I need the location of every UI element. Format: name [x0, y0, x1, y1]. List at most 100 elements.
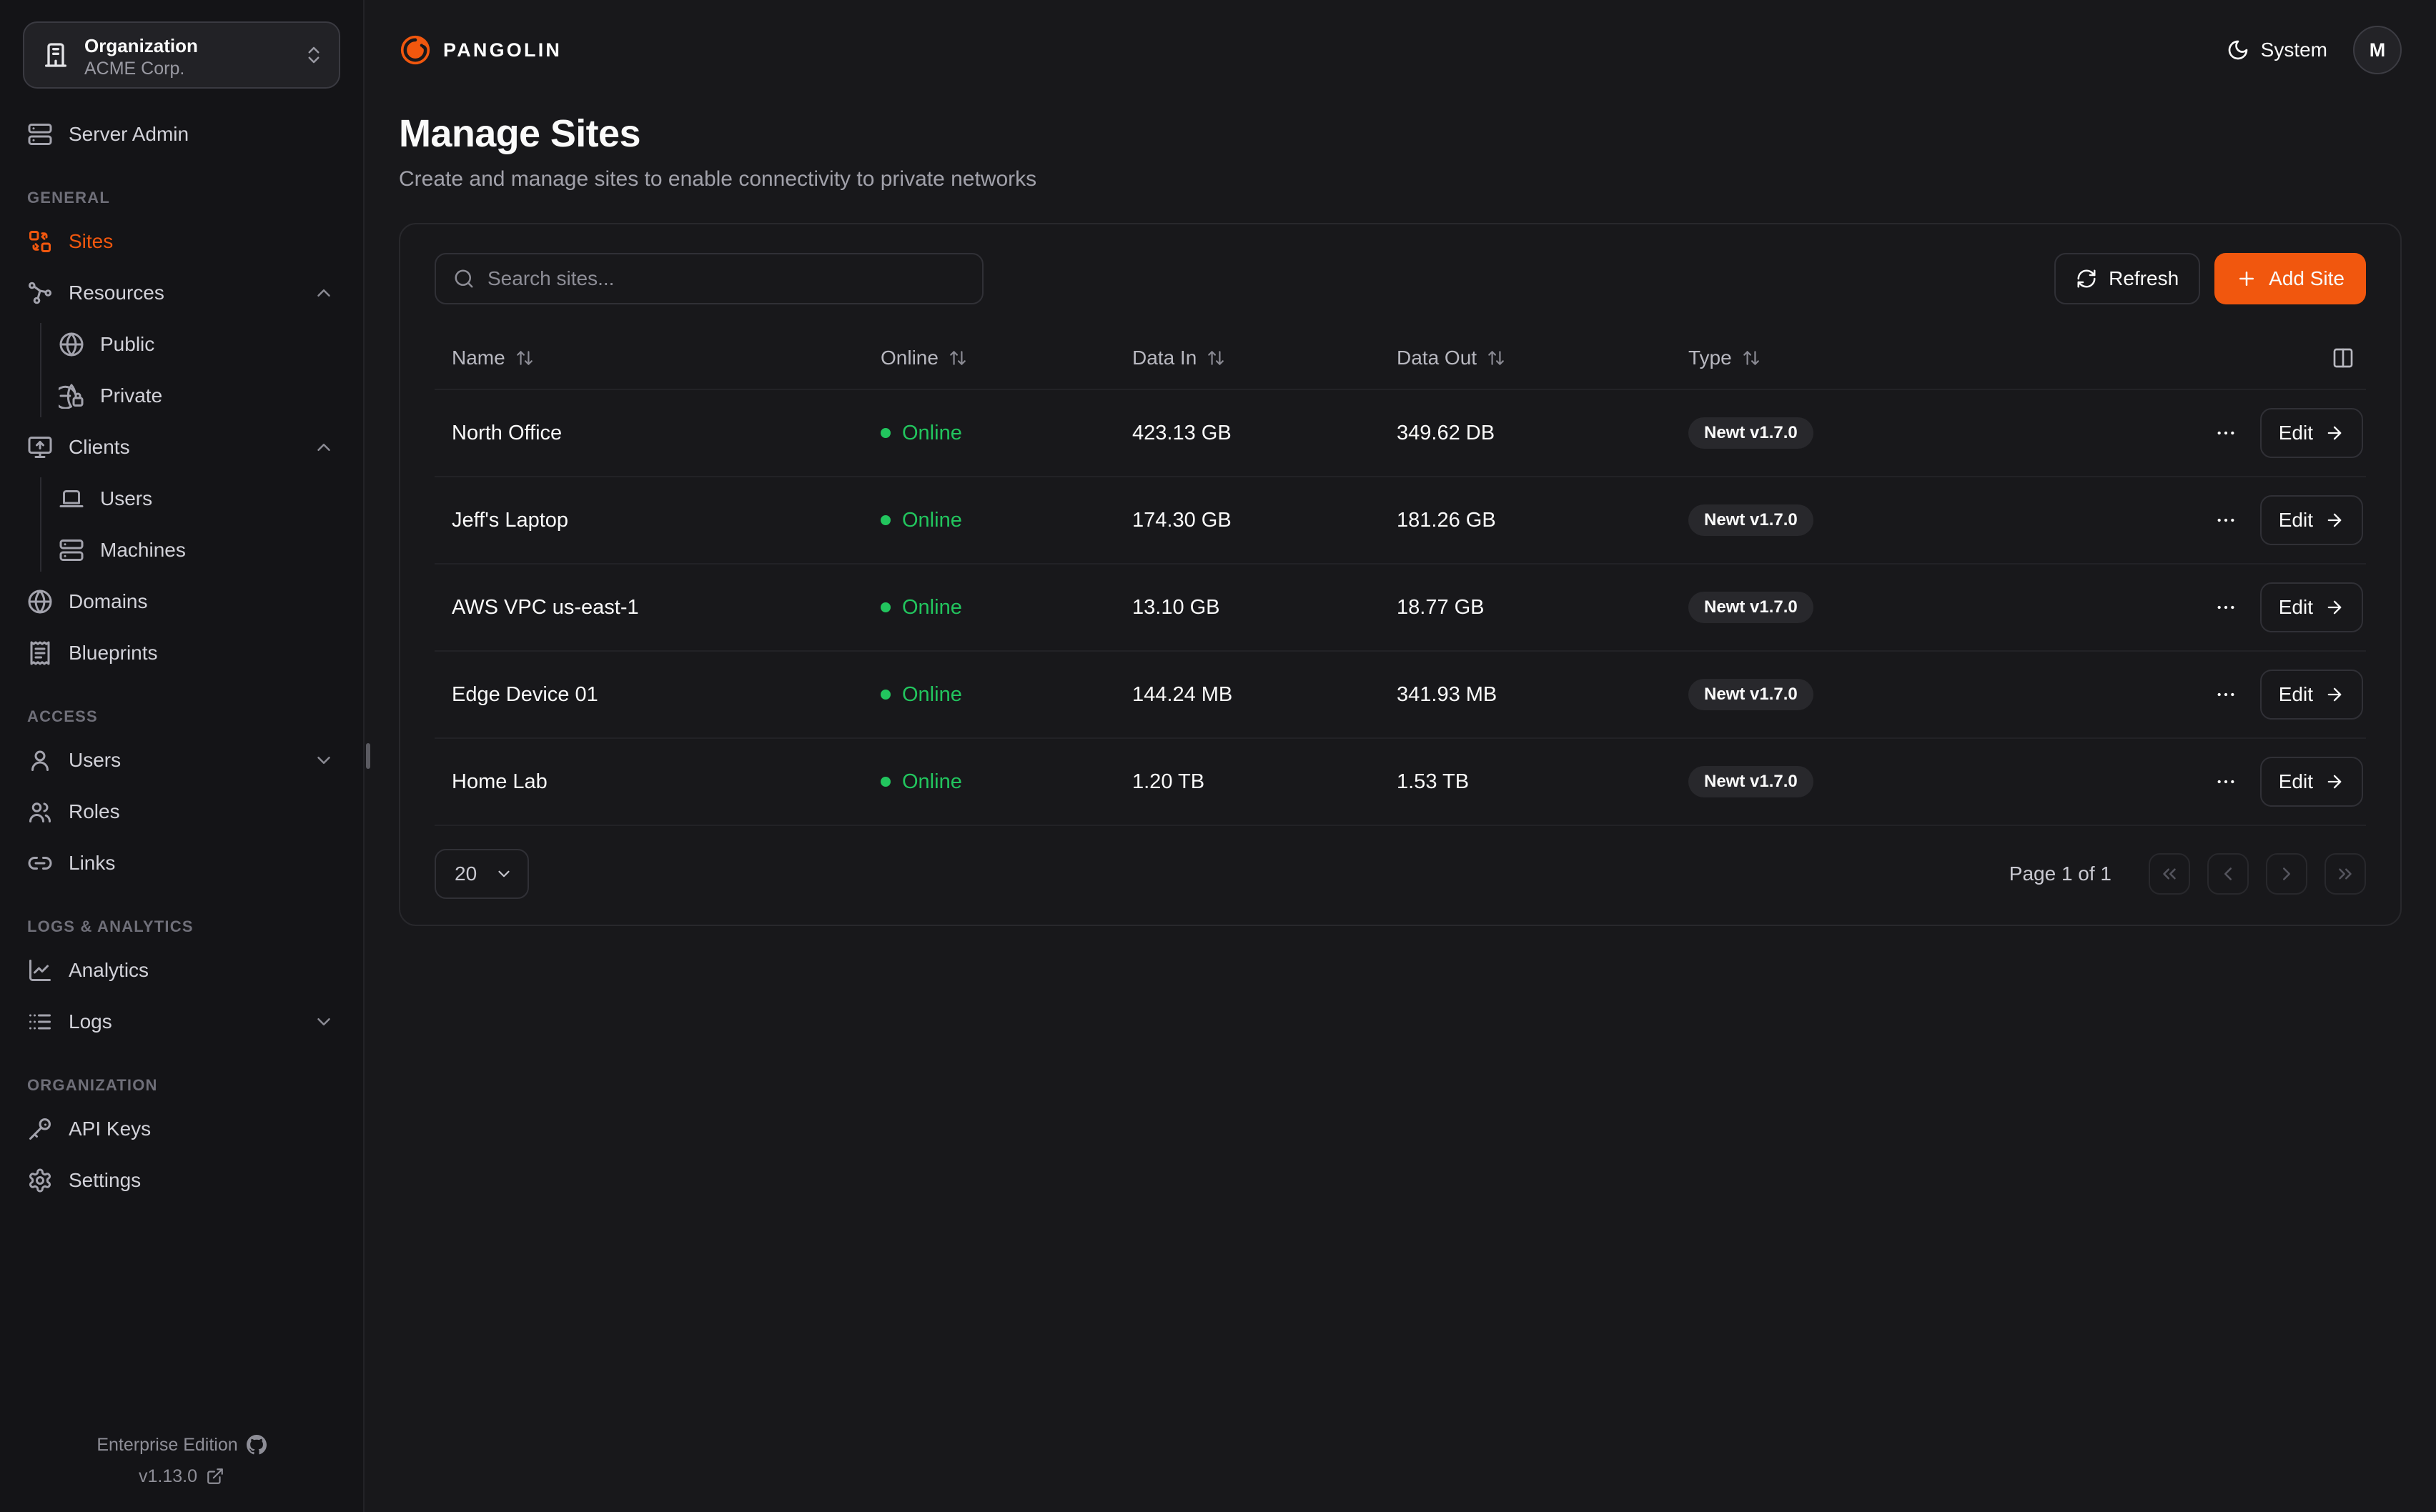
laptop-icon — [59, 486, 84, 512]
row-menu-button[interactable] — [2212, 419, 2240, 447]
sidebar-item-blueprints[interactable]: Blueprints — [20, 627, 343, 679]
column-header-name[interactable]: Name — [435, 347, 863, 369]
chevrons-up-down-icon — [303, 44, 325, 66]
sidebar-item-label: Analytics — [69, 959, 149, 981]
version-link[interactable]: v1.13.0 — [14, 1461, 349, 1492]
sidebar-item-label: Users — [100, 487, 153, 509]
theme-toggle[interactable]: System — [2227, 39, 2327, 61]
sidebar-item-clients[interactable]: Clients — [20, 422, 343, 473]
sidebar-item-sites[interactable]: Sites — [20, 216, 343, 267]
sidebar-item-machines[interactable]: Machines — [20, 524, 343, 576]
sidebar-item-roles[interactable]: Roles — [20, 786, 343, 837]
next-page-button[interactable] — [2266, 853, 2307, 895]
column-header-type[interactable]: Type — [1671, 347, 2137, 369]
row-menu-button[interactable] — [2212, 767, 2240, 796]
first-page-button[interactable] — [2149, 853, 2190, 895]
column-visibility-button[interactable] — [2329, 344, 2357, 372]
row-menu-button[interactable] — [2212, 680, 2240, 709]
page-title: Manage Sites — [399, 112, 641, 155]
globe-icon — [27, 589, 53, 615]
sidebar-item-label: Server Admin — [69, 123, 189, 145]
org-switcher[interactable]: Organization ACME Corp. — [23, 21, 340, 89]
section-label-access: Access — [27, 707, 98, 725]
users-icon — [27, 799, 53, 825]
theme-toggle-label: System — [2260, 39, 2327, 61]
server-icon — [27, 121, 53, 147]
online-dot-icon — [881, 690, 891, 700]
status-badge: Online — [863, 683, 1115, 707]
receipt-icon — [27, 640, 53, 666]
edit-button[interactable]: Edit — [2259, 408, 2363, 458]
site-name: Edge Device 01 — [452, 682, 598, 706]
edit-button[interactable]: Edit — [2259, 757, 2363, 807]
main-area: PANGOLIN System M Manage Sites Create an… — [365, 0, 2436, 1512]
ellipsis-icon — [2214, 683, 2237, 706]
ellipsis-icon — [2214, 770, 2237, 793]
edit-button-label: Edit — [2278, 509, 2313, 531]
key-icon — [27, 1116, 53, 1142]
status-badge: Online — [863, 422, 1115, 445]
sidebar-item-private[interactable]: Private — [20, 370, 343, 422]
column-header-online[interactable]: Online — [863, 347, 1115, 369]
external-link-icon — [206, 1467, 224, 1486]
add-site-button[interactable]: Add Site — [2214, 253, 2366, 304]
sidebar-item-client-users[interactable]: Users — [20, 473, 343, 524]
sidebar-item-label: Public — [100, 333, 155, 355]
refresh-button-label: Refresh — [2109, 267, 2179, 289]
sidebar-item-domains[interactable]: Domains — [20, 576, 343, 627]
sidebar-item-label: Logs — [69, 1010, 112, 1033]
last-page-button[interactable] — [2324, 853, 2366, 895]
edit-button[interactable]: Edit — [2259, 582, 2363, 632]
data-in-value: 174.30 GB — [1132, 508, 1232, 532]
edit-button-label: Edit — [2278, 683, 2313, 705]
data-in-value: 1.20 TB — [1132, 770, 1205, 793]
sidebar-item-settings[interactable]: Settings — [20, 1155, 343, 1206]
column-header-data-out[interactable]: Data Out — [1380, 347, 1671, 369]
row-menu-button[interactable] — [2212, 593, 2240, 622]
status-badge: Online — [863, 770, 1115, 794]
brand-logo: PANGOLIN — [399, 34, 562, 66]
prev-page-button[interactable] — [2207, 853, 2249, 895]
sidebar-item-links[interactable]: Links — [20, 837, 343, 889]
ellipsis-icon — [2214, 596, 2237, 619]
search-input[interactable] — [487, 267, 965, 290]
column-label: Online — [881, 347, 939, 369]
arrow-right-icon — [2324, 772, 2345, 792]
column-label: Data Out — [1397, 347, 1477, 369]
sidebar-item-analytics[interactable]: Analytics — [20, 945, 343, 996]
column-header-data-in[interactable]: Data In — [1115, 347, 1380, 369]
sidebar-item-public[interactable]: Public — [20, 319, 343, 370]
chevron-left-icon — [2217, 863, 2239, 885]
arrow-right-icon — [2324, 597, 2345, 617]
edit-button[interactable]: Edit — [2259, 495, 2363, 545]
refresh-icon — [2076, 268, 2097, 289]
pagination-bar: 20 Page 1 of 1 — [435, 849, 2366, 899]
edition-link[interactable]: Enterprise Edition — [14, 1429, 349, 1461]
online-dot-icon — [881, 777, 891, 787]
status-badge: Online — [863, 509, 1115, 532]
data-in-value: 423.13 GB — [1132, 421, 1232, 444]
table-row[interactable]: North Office Online 423.13 GB 349.62 DB … — [435, 390, 2366, 477]
page-content: Manage Sites Create and manage sites to … — [365, 100, 2436, 926]
sidebar-scrollbar-thumb[interactable] — [366, 743, 370, 769]
sidebar-item-api-keys[interactable]: API Keys — [20, 1103, 343, 1155]
row-menu-button[interactable] — [2212, 506, 2240, 534]
sidebar-item-resources[interactable]: Resources — [20, 267, 343, 319]
page-size-select[interactable]: 20 — [435, 849, 529, 899]
edit-button-label: Edit — [2278, 770, 2313, 792]
edit-button[interactable]: Edit — [2259, 670, 2363, 720]
sidebar-item-logs[interactable]: Logs — [20, 996, 343, 1048]
refresh-button[interactable]: Refresh — [2054, 253, 2201, 304]
sort-icon — [949, 349, 967, 367]
table-row[interactable]: AWS VPC us-east-1 Online 13.10 GB 18.77 … — [435, 564, 2366, 652]
sidebar-item-label: Sites — [69, 230, 114, 252]
page-size-value: 20 — [455, 862, 477, 885]
status-badge: Online — [863, 596, 1115, 620]
sidebar-item-server-admin[interactable]: Server Admin — [20, 109, 343, 160]
sidebar-item-users[interactable]: Users — [20, 735, 343, 786]
table-row[interactable]: Jeff's Laptop Online 174.30 GB 181.26 GB… — [435, 477, 2366, 564]
table-row[interactable]: Home Lab Online 1.20 TB 1.53 TB Newt v1.… — [435, 739, 2366, 826]
table-row[interactable]: Edge Device 01 Online 144.24 MB 341.93 M… — [435, 652, 2366, 739]
user-avatar[interactable]: M — [2353, 26, 2402, 74]
sidebar-item-label: Clients — [69, 436, 130, 458]
